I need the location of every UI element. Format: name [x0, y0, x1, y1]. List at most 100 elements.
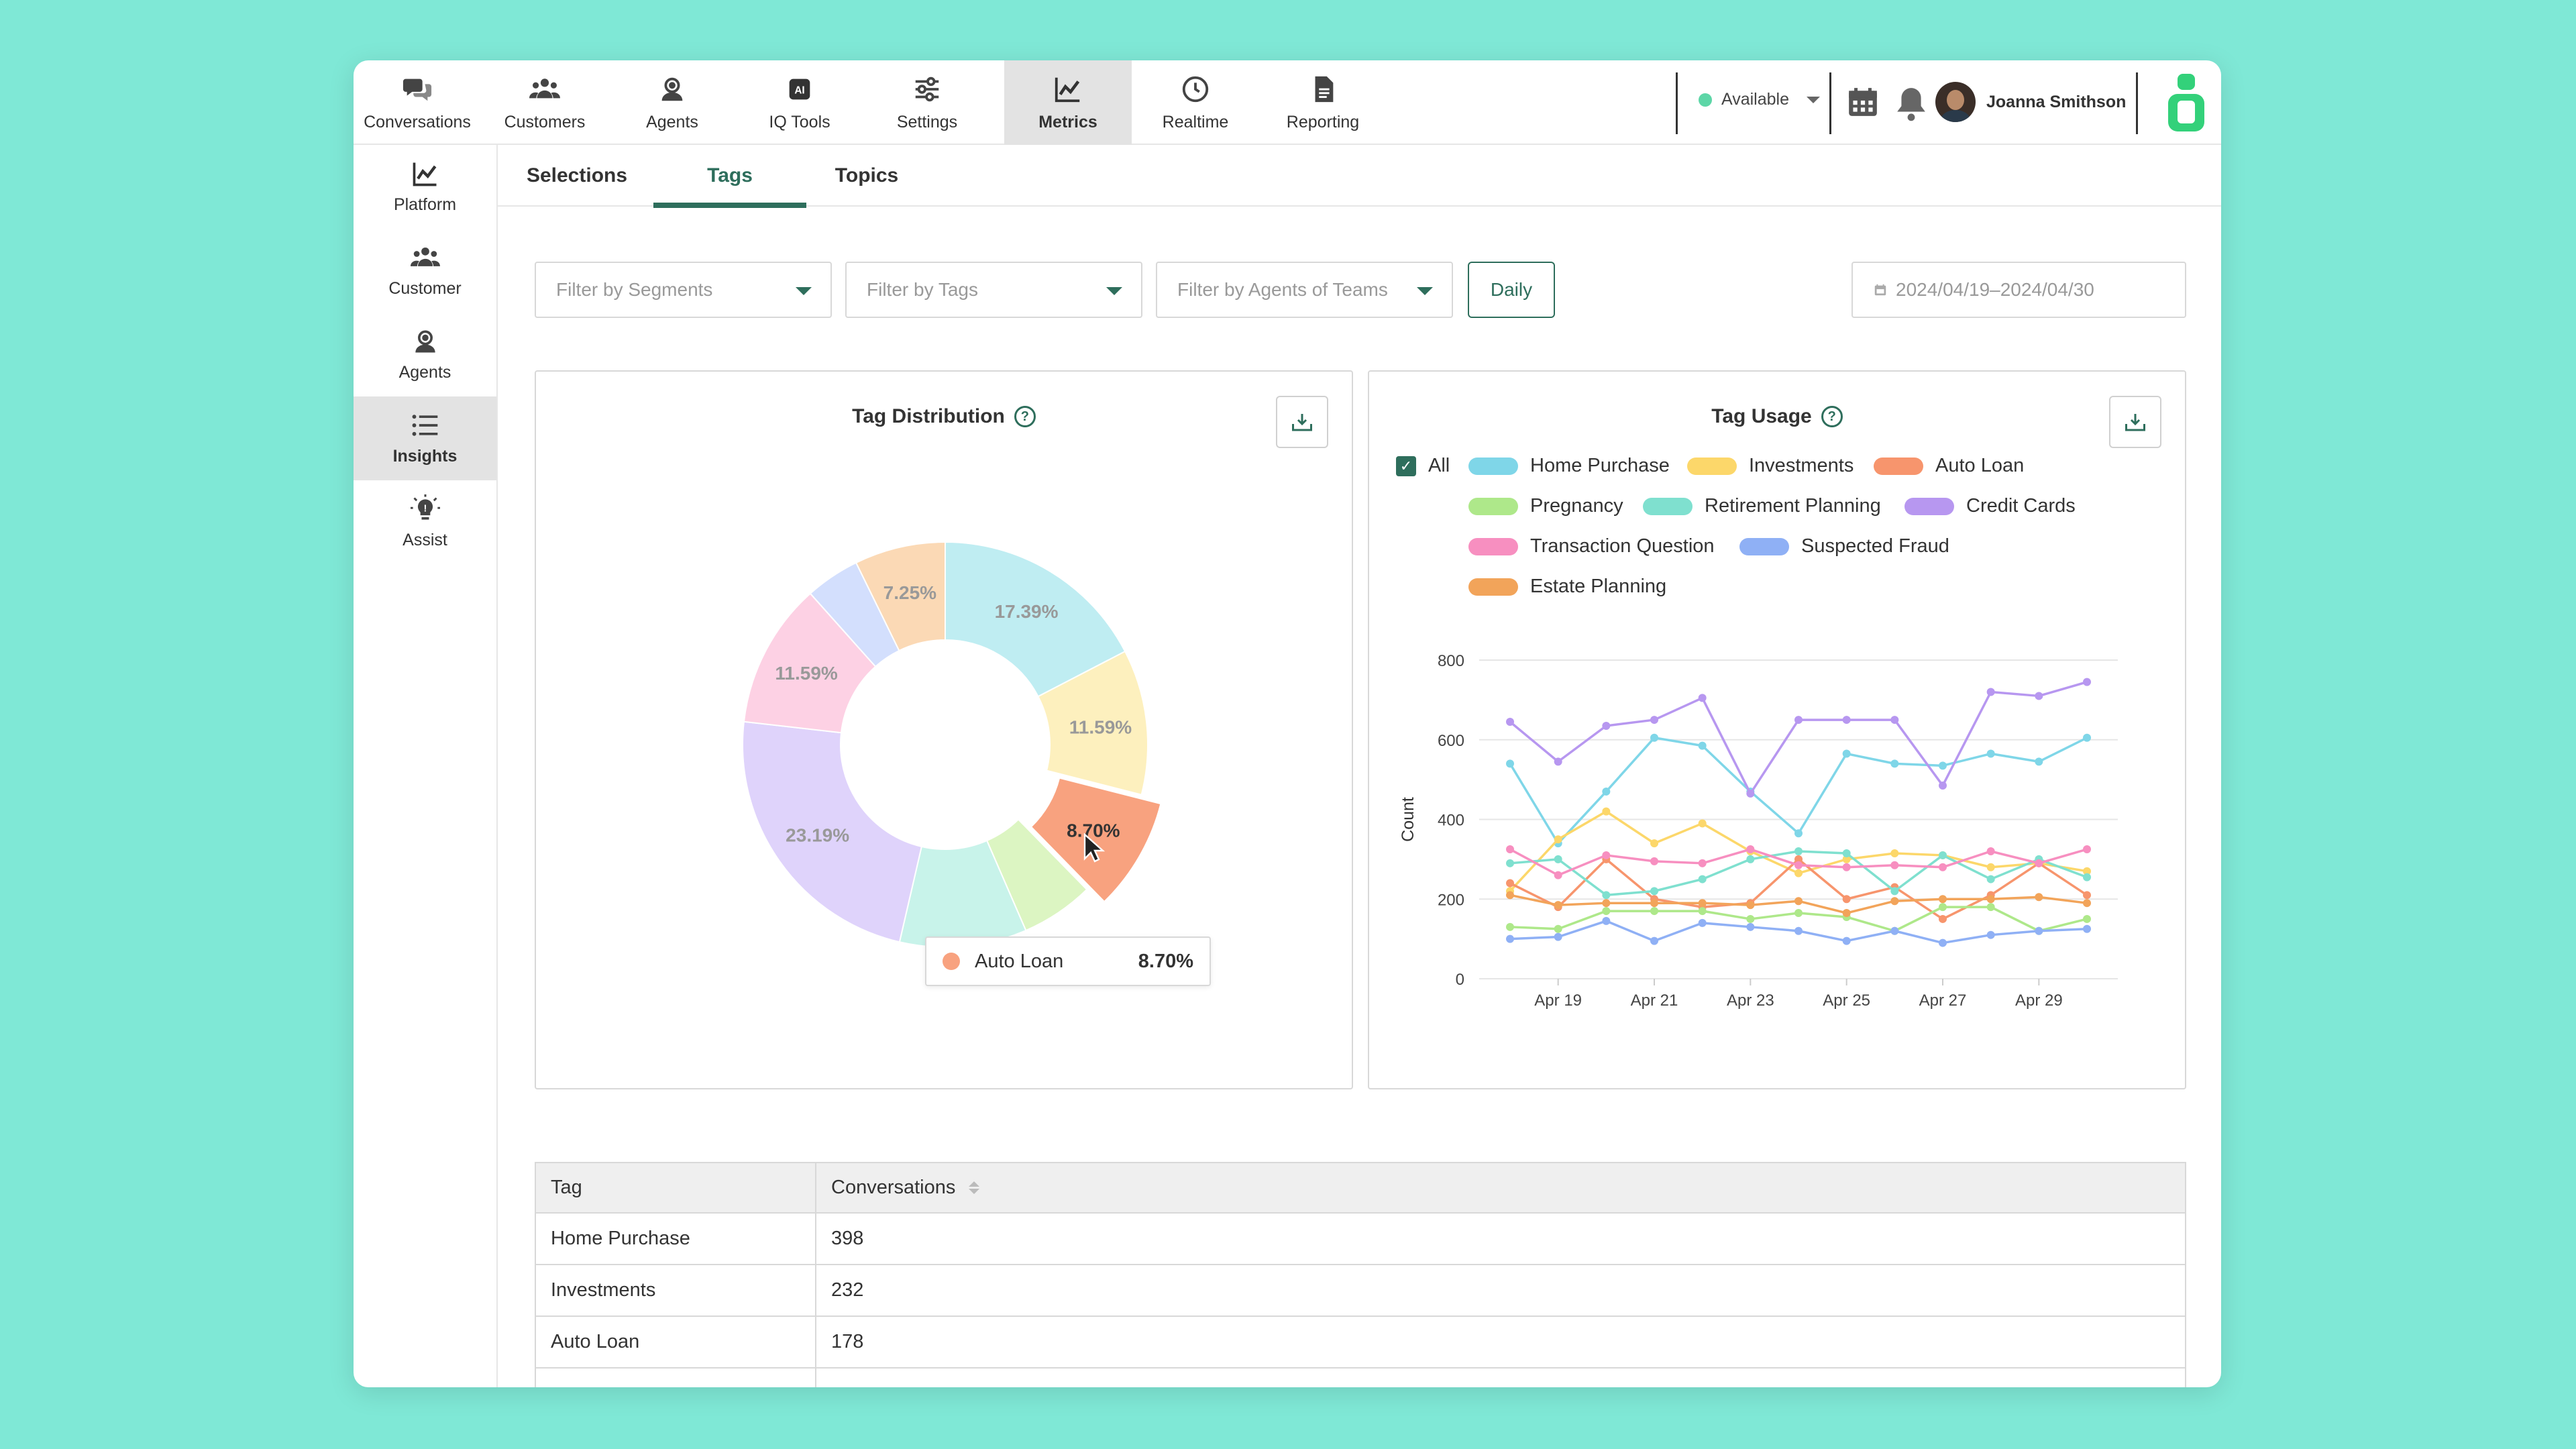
- data-point[interactable]: [1986, 903, 1995, 912]
- data-point[interactable]: [1602, 807, 1611, 816]
- data-point[interactable]: [1986, 895, 1995, 904]
- data-point[interactable]: [1746, 901, 1755, 910]
- data-point[interactable]: [1842, 863, 1851, 871]
- data-point[interactable]: [1746, 855, 1755, 863]
- data-point[interactable]: [1554, 871, 1562, 879]
- data-point[interactable]: [1939, 782, 1947, 790]
- data-point[interactable]: [1794, 855, 1803, 863]
- data-point[interactable]: [1602, 851, 1611, 859]
- data-point[interactable]: [1554, 932, 1562, 941]
- data-point[interactable]: [2083, 845, 2091, 854]
- data-point[interactable]: [1506, 891, 1514, 900]
- data-point[interactable]: [1842, 855, 1851, 863]
- data-point[interactable]: [2083, 873, 2091, 881]
- data-point[interactable]: [1554, 901, 1562, 910]
- data-point[interactable]: [1698, 907, 1707, 916]
- data-point[interactable]: [1986, 749, 1995, 758]
- help-icon[interactable]: ?: [1014, 406, 1036, 427]
- data-point[interactable]: [1746, 789, 1755, 798]
- nav-customers[interactable]: Customers: [481, 60, 608, 145]
- data-point[interactable]: [1698, 918, 1707, 927]
- data-point[interactable]: [1554, 924, 1562, 933]
- data-point[interactable]: [1746, 914, 1755, 923]
- sidebar-item-agents[interactable]: Agents: [354, 313, 496, 396]
- data-point[interactable]: [1650, 716, 1658, 724]
- sidebar-item-assist[interactable]: ! Assist: [354, 480, 496, 564]
- data-point[interactable]: [1698, 694, 1707, 702]
- tab-topics[interactable]: Topics: [835, 164, 899, 186]
- bell-icon[interactable]: [1894, 85, 1928, 125]
- data-point[interactable]: [1602, 899, 1611, 908]
- data-point[interactable]: [2083, 924, 2091, 933]
- data-point[interactable]: [1939, 761, 1947, 770]
- pie-slice[interactable]: [743, 592, 877, 734]
- data-point[interactable]: [1939, 914, 1947, 923]
- data-point[interactable]: [1986, 847, 1995, 855]
- nav-iq-tools[interactable]: AI IQ Tools: [736, 60, 863, 145]
- data-point[interactable]: [1986, 875, 1995, 883]
- pie-slice[interactable]: [1037, 650, 1148, 796]
- data-point[interactable]: [1698, 859, 1707, 867]
- download-button[interactable]: [1276, 396, 1328, 448]
- filter-agents-dropdown[interactable]: Filter by Agents of Teams: [1156, 262, 1453, 318]
- data-point[interactable]: [1650, 839, 1658, 848]
- data-point[interactable]: [1650, 936, 1658, 945]
- nav-metrics[interactable]: Metrics: [1004, 60, 1132, 145]
- data-point[interactable]: [2083, 867, 2091, 875]
- data-point[interactable]: [2035, 926, 2043, 935]
- data-point[interactable]: [1506, 859, 1514, 867]
- data-point[interactable]: [1506, 759, 1514, 768]
- data-point[interactable]: [1650, 857, 1658, 865]
- data-point[interactable]: [1698, 875, 1707, 883]
- data-point[interactable]: [1506, 879, 1514, 888]
- nav-agents[interactable]: Agents: [608, 60, 736, 145]
- pie-slice[interactable]: [1030, 777, 1162, 903]
- data-point[interactable]: [1794, 869, 1803, 877]
- brand-logo[interactable]: [2168, 74, 2204, 135]
- data-point[interactable]: [1794, 926, 1803, 935]
- data-point[interactable]: [1986, 863, 1995, 871]
- legend-item[interactable]: Retirement Planning: [1643, 495, 1881, 517]
- data-point[interactable]: [1650, 907, 1658, 916]
- data-point[interactable]: [1506, 934, 1514, 943]
- series-line[interactable]: [1509, 737, 2088, 845]
- sidebar-item-customer[interactable]: Customer: [354, 229, 496, 313]
- data-point[interactable]: [1698, 899, 1707, 908]
- legend-item[interactable]: Auto Loan: [1874, 455, 2024, 477]
- data-point[interactable]: [2035, 893, 2043, 902]
- data-point[interactable]: [1939, 895, 1947, 904]
- data-point[interactable]: [1939, 863, 1947, 871]
- data-point[interactable]: [1602, 916, 1611, 925]
- pie-slice[interactable]: [742, 720, 923, 943]
- data-point[interactable]: [1890, 926, 1899, 935]
- legend-item[interactable]: Pregnancy: [1468, 495, 1623, 517]
- data-point[interactable]: [1939, 851, 1947, 859]
- data-point[interactable]: [1890, 849, 1899, 857]
- user-menu[interactable]: Joanna Smithson: [1935, 82, 2126, 122]
- data-point[interactable]: [1506, 845, 1514, 854]
- data-point[interactable]: [1939, 938, 1947, 947]
- filter-segments-dropdown[interactable]: Filter by Segments: [535, 262, 832, 318]
- sidebar-item-platform[interactable]: Platform: [354, 145, 496, 229]
- data-point[interactable]: [1554, 855, 1562, 863]
- data-point[interactable]: [1890, 887, 1899, 896]
- data-point[interactable]: [1890, 897, 1899, 906]
- data-point[interactable]: [1602, 721, 1611, 730]
- data-point[interactable]: [1794, 861, 1803, 869]
- download-button[interactable]: [2109, 396, 2161, 448]
- tab-tags[interactable]: Tags: [653, 145, 806, 208]
- legend-item[interactable]: Credit Cards: [1904, 495, 2076, 517]
- data-point[interactable]: [1794, 909, 1803, 918]
- legend-item[interactable]: Investments: [1687, 455, 1854, 477]
- data-point[interactable]: [1746, 922, 1755, 931]
- data-point[interactable]: [1506, 718, 1514, 727]
- data-point[interactable]: [1842, 716, 1851, 724]
- data-point[interactable]: [2035, 692, 2043, 700]
- series-line[interactable]: [1509, 680, 2088, 795]
- nav-settings[interactable]: Settings: [863, 60, 991, 145]
- data-point[interactable]: [1986, 688, 1995, 696]
- tab-selections[interactable]: Selections: [526, 164, 628, 186]
- help-icon[interactable]: ?: [1821, 406, 1843, 427]
- data-point[interactable]: [1842, 849, 1851, 857]
- sidebar-item-insights[interactable]: Insights: [354, 396, 496, 480]
